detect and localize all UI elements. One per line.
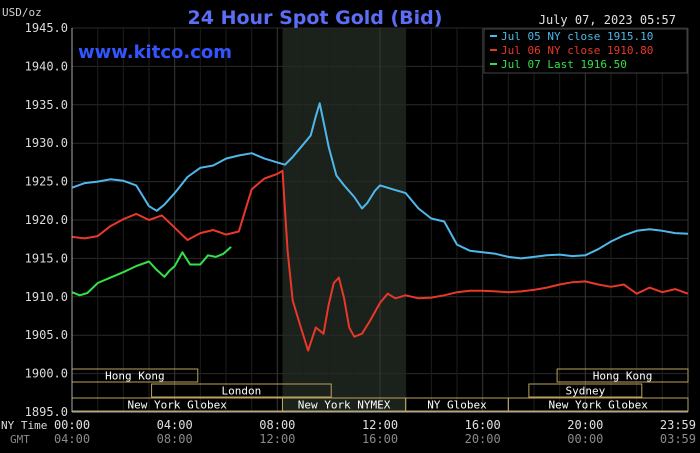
y-tick-label: 1915.0 <box>25 251 68 265</box>
y-tick-label: 1905.0 <box>25 328 68 342</box>
x-tick-label-ny: 08:00 <box>259 418 295 432</box>
legend-entry: Jul 05 NY close 1915.10 <box>501 30 653 43</box>
y-tick-label: 1910.0 <box>25 290 68 304</box>
session-label: NY Globex <box>427 399 487 412</box>
x-tick-label-ny: 23:59 <box>660 418 696 432</box>
y-tick-label: 1945.0 <box>25 21 68 35</box>
x-axis-gmt-label: GMT <box>10 433 30 446</box>
x-tick-label-ny: 16:00 <box>465 418 501 432</box>
session-label: London <box>222 385 262 398</box>
session-label: Hong Kong <box>593 370 653 383</box>
session-label: New York Globex <box>128 399 228 412</box>
session-box <box>556 368 689 383</box>
y-tick-label: 1935.0 <box>25 98 68 112</box>
session-label: New York NYMEX <box>298 399 391 412</box>
x-tick-label-ny: 12:00 <box>362 418 398 432</box>
session-box <box>151 383 332 398</box>
x-tick-label-gmt: 03:59 <box>660 432 696 446</box>
y-tick-label: 1920.0 <box>25 213 68 227</box>
unit-label: USD/oz <box>2 6 42 19</box>
y-tick-label: 1900.0 <box>25 367 68 381</box>
y-tick-label: 1930.0 <box>25 136 68 150</box>
x-tick-label-gmt: 08:00 <box>157 432 193 446</box>
session-label: Hong Kong <box>105 370 165 383</box>
date-label: July 07, 2023 05:57 <box>539 13 676 27</box>
session-label: Sydney <box>565 385 605 398</box>
y-tick-label: 1895.0 <box>25 405 68 419</box>
x-tick-label-gmt: 04:00 <box>54 432 90 446</box>
x-tick-label-ny: 04:00 <box>157 418 193 432</box>
x-axis-ny-label: NY Time <box>1 419 47 432</box>
series-line-2 <box>71 169 689 352</box>
y-tick-label: 1940.0 <box>25 59 68 73</box>
series-line-3 <box>71 246 232 297</box>
x-tick-label-ny: 00:00 <box>54 418 90 432</box>
watermark-text: www.kitco.com <box>78 42 232 63</box>
x-tick-label-gmt: 16:00 <box>362 432 398 446</box>
session-box <box>528 383 643 398</box>
x-tick-label-gmt: 12:00 <box>259 432 295 446</box>
x-tick-label-gmt: 20:00 <box>465 432 501 446</box>
legend-box <box>483 28 688 74</box>
legend-entry: Jul 07 Last 1916.50 <box>501 58 627 71</box>
x-tick-label-ny: 20:00 <box>567 418 603 432</box>
legend-entry: Jul 06 NY close 1910.80 <box>501 44 653 57</box>
x-tick-label-gmt: 00:00 <box>567 432 603 446</box>
series-line-1 <box>71 102 689 260</box>
y-tick-label: 1925.0 <box>25 175 68 189</box>
chart-title: 24 Hour Spot Gold (Bid) <box>188 7 443 29</box>
session-box <box>507 397 689 412</box>
session-label: New York Globex <box>548 399 648 412</box>
